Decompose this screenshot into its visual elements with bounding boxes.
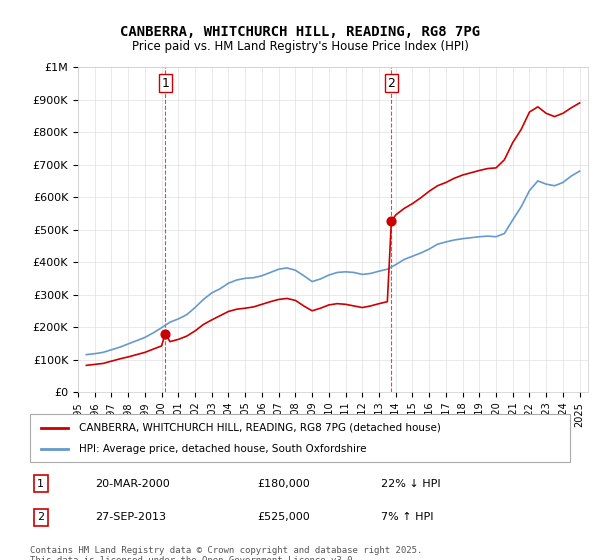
Text: 1: 1 xyxy=(161,77,169,90)
Text: 22% ↓ HPI: 22% ↓ HPI xyxy=(381,479,440,489)
Text: £180,000: £180,000 xyxy=(257,479,310,489)
Text: 2: 2 xyxy=(37,512,44,522)
Text: CANBERRA, WHITCHURCH HILL, READING, RG8 7PG: CANBERRA, WHITCHURCH HILL, READING, RG8 … xyxy=(120,25,480,39)
Text: CANBERRA, WHITCHURCH HILL, READING, RG8 7PG (detached house): CANBERRA, WHITCHURCH HILL, READING, RG8 … xyxy=(79,423,440,433)
Text: 20-MAR-2000: 20-MAR-2000 xyxy=(95,479,170,489)
Text: 7% ↑ HPI: 7% ↑ HPI xyxy=(381,512,433,522)
FancyBboxPatch shape xyxy=(30,414,570,462)
Text: 27-SEP-2013: 27-SEP-2013 xyxy=(95,512,166,522)
Text: 1: 1 xyxy=(37,479,44,489)
Text: HPI: Average price, detached house, South Oxfordshire: HPI: Average price, detached house, Sout… xyxy=(79,444,366,454)
Text: Contains HM Land Registry data © Crown copyright and database right 2025.
This d: Contains HM Land Registry data © Crown c… xyxy=(30,546,422,560)
Text: Price paid vs. HM Land Registry's House Price Index (HPI): Price paid vs. HM Land Registry's House … xyxy=(131,40,469,53)
Point xyxy=(386,217,396,226)
Point xyxy=(160,329,170,338)
Text: 2: 2 xyxy=(388,77,395,90)
Text: £525,000: £525,000 xyxy=(257,512,310,522)
